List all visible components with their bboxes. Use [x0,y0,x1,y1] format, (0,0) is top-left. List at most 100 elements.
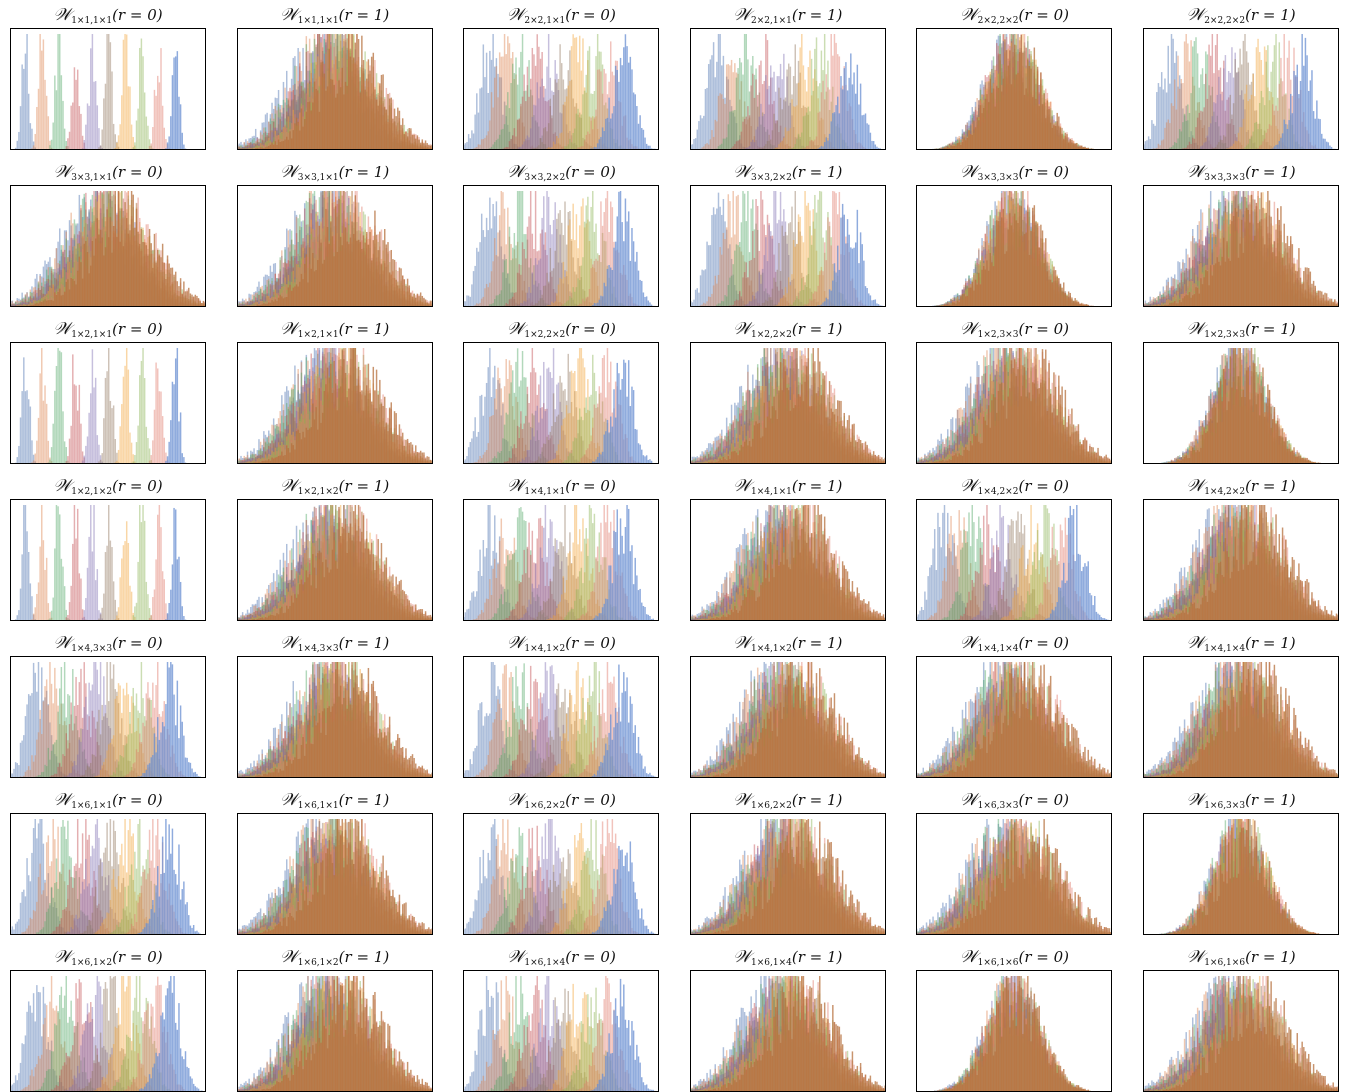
histogram-bar [486,52,488,150]
histogram-bar [261,285,263,307]
histogram-bar [256,137,258,150]
histogram-bar [962,133,964,150]
histogram-bar [90,48,92,150]
histogram-bar [47,300,50,307]
histogram-bar [57,241,59,307]
histogram-bar [42,293,45,307]
histogram-bar [81,244,84,307]
histogram-bar [339,87,341,150]
histogram-bar [19,303,22,307]
histogram-bar [484,137,486,150]
histogram-bar [14,301,17,307]
histogram-bar [324,90,327,150]
histogram-bar [1004,39,1007,150]
histogram-bar [1050,122,1052,150]
histogram-bar [967,122,969,150]
panel-title: 𝒲2×2,1×1(r = 0) [443,4,679,26]
histogram-bar [603,68,606,150]
histogram-bar [587,50,589,150]
histogram-bar [50,270,53,307]
histogram-bar [421,139,423,150]
histogram-bar [748,145,751,150]
title-symbol: 𝒲 [53,5,71,25]
histogram-bar [642,129,645,150]
histogram-bar [818,120,821,150]
histogram-bar [1086,147,1088,150]
histogram-bar [967,138,969,150]
histogram-bar [29,291,32,307]
title-paren: ( [339,163,345,181]
histogram-bar [874,144,876,150]
histogram-bar [241,144,243,150]
histogram-bar [283,126,286,150]
title-symbol: 𝒲 [280,5,298,25]
histogram-bar [1174,62,1176,150]
histogram-bar [1188,61,1191,150]
histogram-bar [807,106,809,150]
histogram-bar [1180,83,1183,150]
histogram-bar [580,117,583,150]
histogram-bar [531,95,534,150]
histogram-bar [90,206,92,307]
histogram-bar [781,109,783,150]
title-symbol: 𝒲 [960,5,978,25]
histogram-bar [264,142,266,150]
histogram-bar [262,291,265,307]
histogram-bar [26,302,28,307]
histogram-bar [1329,145,1331,150]
histogram-bar [152,127,154,150]
histogram-bar [275,138,278,150]
histogram-bar [1223,68,1225,150]
histogram-bar [295,214,297,307]
histogram-bar [293,210,296,307]
histogram-bar [254,141,257,150]
histogram-bar [11,304,14,307]
histogram-bar [1301,34,1303,150]
histogram-bar [971,134,974,150]
histogram-bar [1239,142,1241,150]
histogram-bar [697,121,700,150]
histogram-bar [259,138,261,150]
histogram-bar [528,139,530,150]
histogram-bar [531,145,534,150]
histogram-bar [813,145,816,150]
histogram-bar [593,119,596,150]
histogram-bar [797,135,800,150]
histogram-bar [945,145,948,150]
histogram-bar [254,143,257,150]
histogram-bar [63,291,66,307]
histogram-bar [243,147,245,150]
histogram-bar [81,248,84,307]
histogram-bar [68,131,71,150]
histogram-bar [738,99,741,150]
histogram-bar [393,108,395,150]
histogram-bar [60,256,63,307]
histogram-bar [39,289,41,307]
histogram-bar [27,304,30,307]
histogram-bar [112,123,115,150]
histogram-bar [1190,131,1192,150]
histogram-bar [246,302,248,307]
histogram-bar [595,109,597,150]
histogram-bar [797,133,800,150]
histogram-bar [32,145,35,150]
histogram-bar [1258,52,1261,150]
histogram-bar [342,94,345,150]
histogram-bar [257,294,260,307]
histogram-bar [298,84,301,150]
histogram-bar [78,194,81,307]
histogram-bar [70,105,72,150]
histogram-bar [611,71,614,150]
histogram-bar [544,144,547,150]
histogram-bar [63,267,66,307]
histogram-bar [940,147,943,150]
histogram-bar [197,298,200,307]
histogram-bar [13,303,15,307]
histogram-bar [32,291,35,307]
histogram-series [487,34,553,150]
histogram-bar [292,260,294,307]
histogram-bar [1234,52,1236,150]
histogram-bar [1037,66,1039,150]
histogram-bar [267,137,270,150]
histogram-bar [106,34,108,150]
